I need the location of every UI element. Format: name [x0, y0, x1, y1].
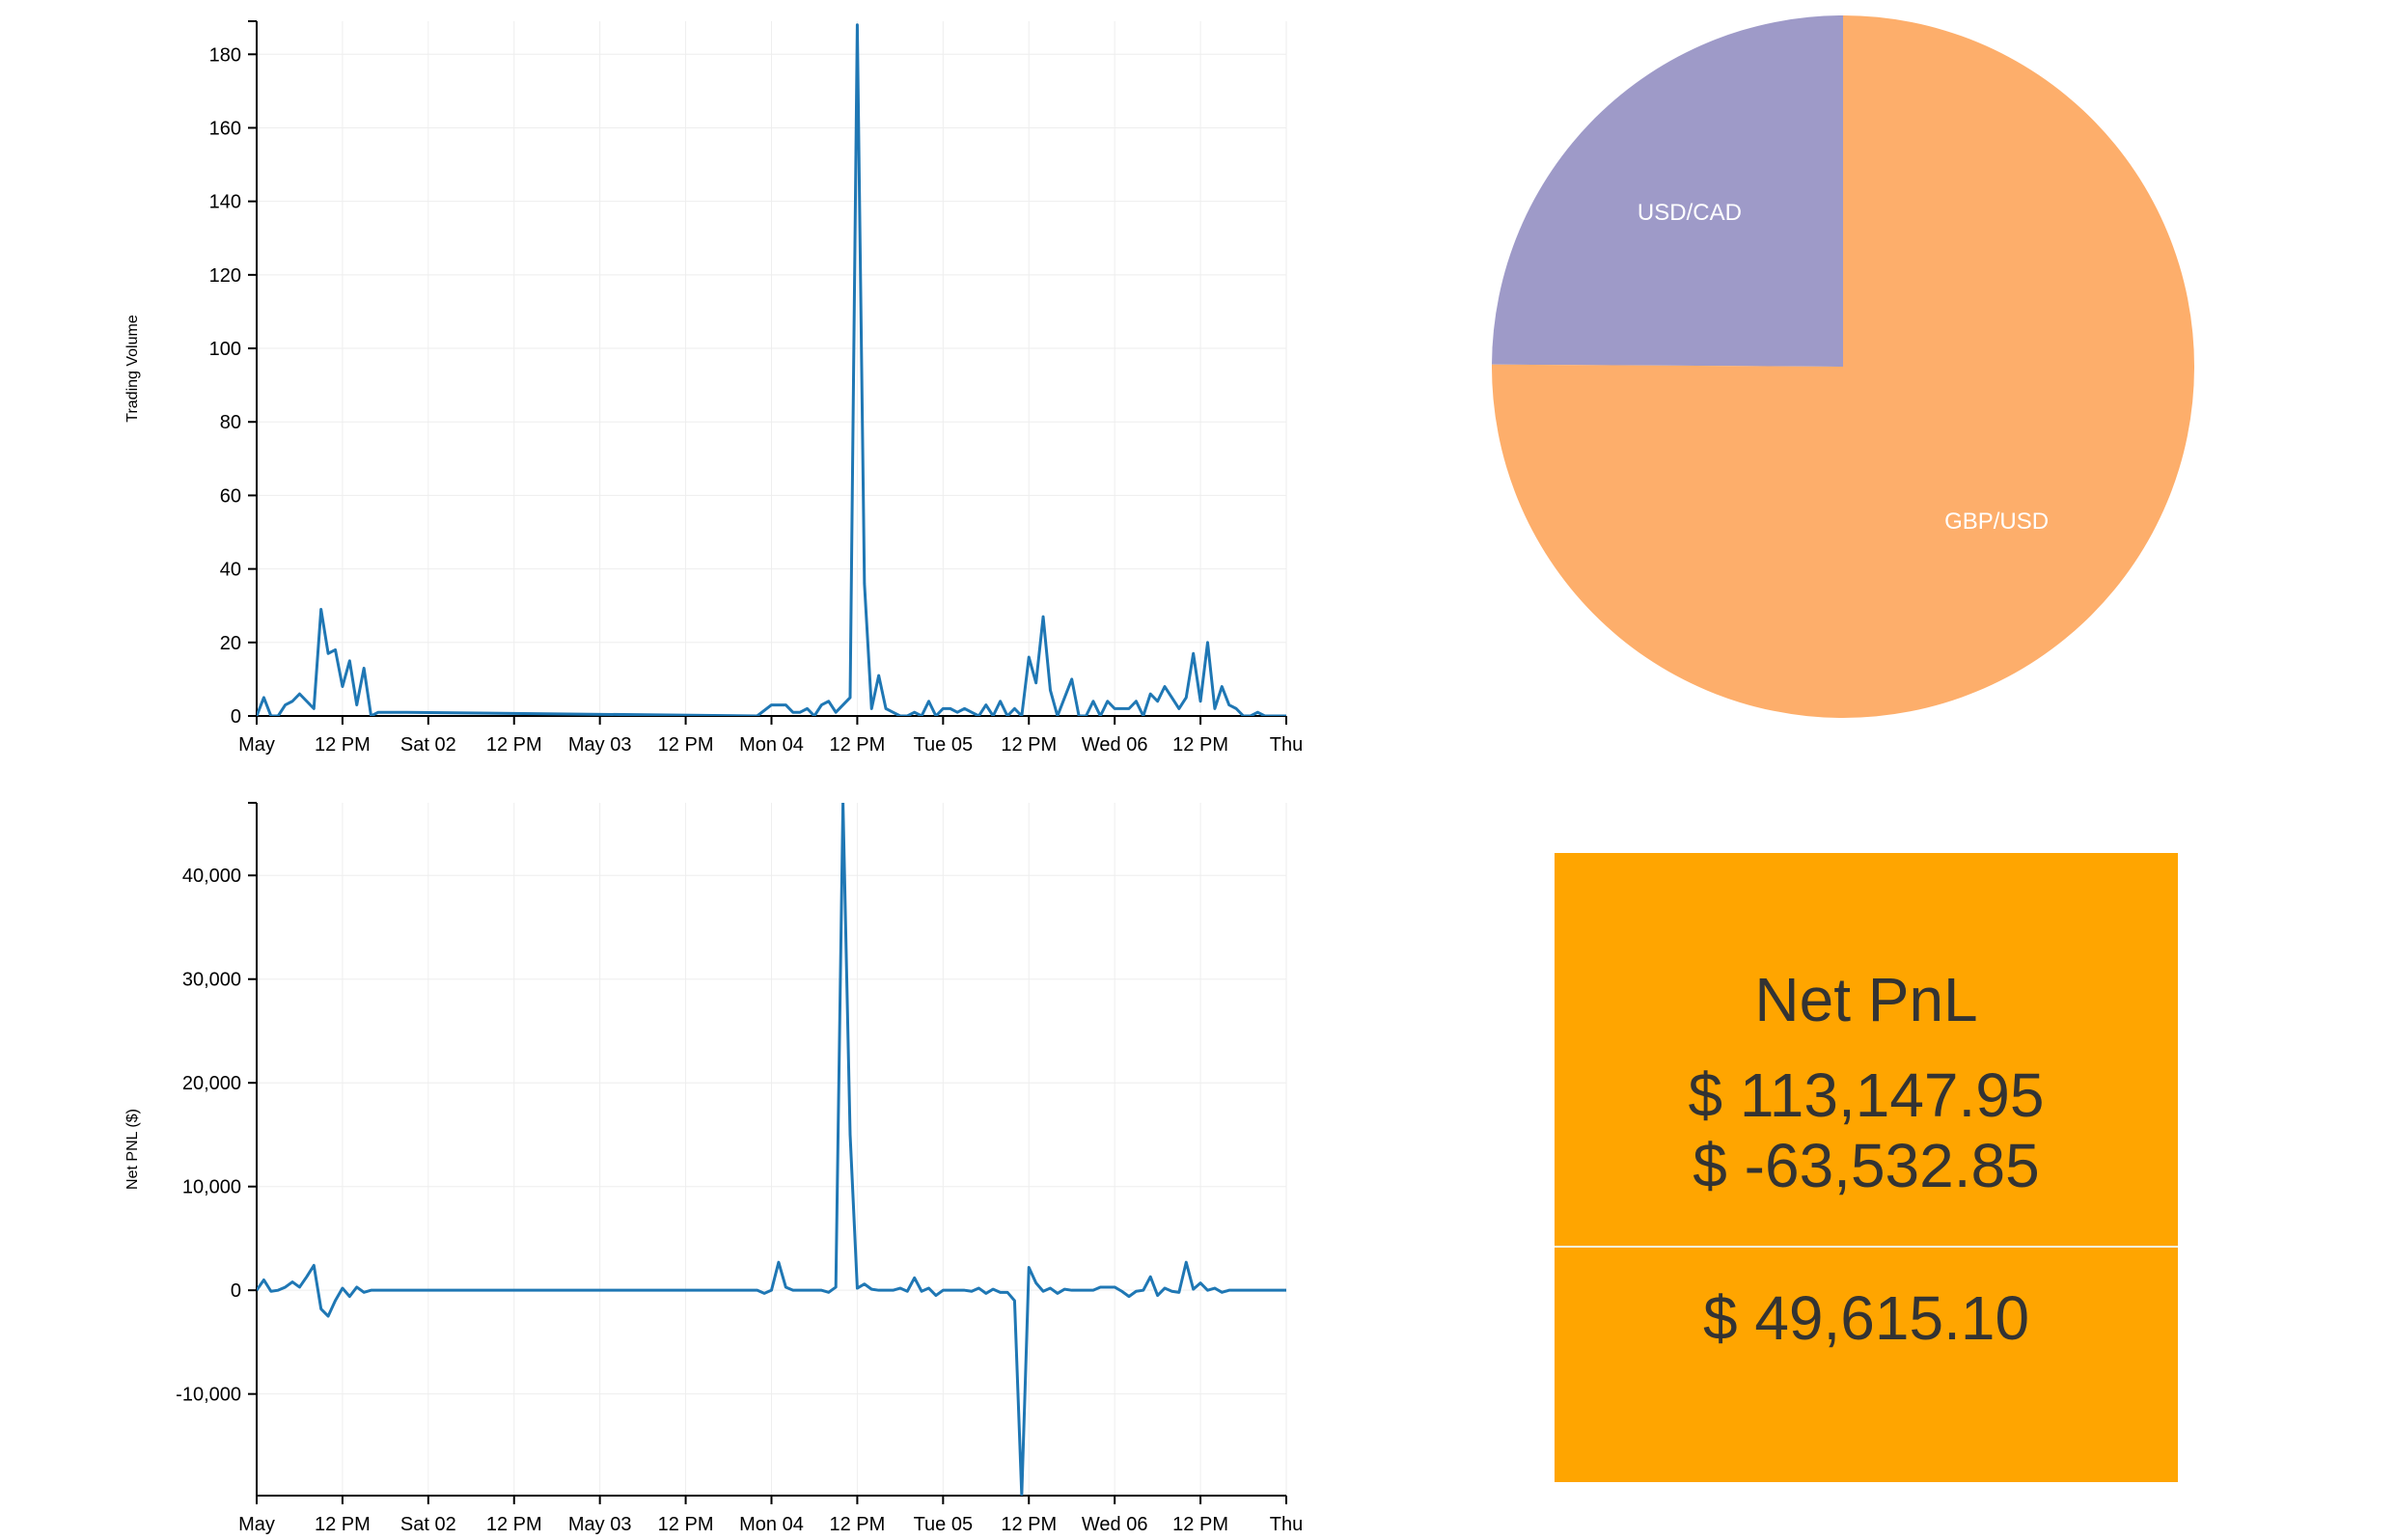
- net-pnl-title: Net PnL: [1754, 965, 1978, 1034]
- x-tick-label: 12 PM: [1001, 734, 1057, 756]
- x-tick-label: 12 PM: [830, 1514, 886, 1535]
- card-divider: [1555, 1246, 2178, 1248]
- x-tick-label: Wed 06: [1082, 1514, 1148, 1535]
- y-tick-label: 160: [209, 118, 241, 139]
- currency-pair-pie-chart: USD/CAD GBP/USD: [1492, 15, 2195, 718]
- x-tick-label: 12 PM: [486, 734, 542, 756]
- x-tick-label: Wed 06: [1082, 734, 1148, 756]
- y-tick-label: 60: [220, 485, 241, 507]
- y-axis-label: Trading Volume: [124, 315, 141, 423]
- series-line: [257, 23, 1286, 716]
- net-pnl-value: $ 49,615.10: [1702, 1283, 2030, 1353]
- net-pnl-card: Net PnL $ 113,147.95 $ -63,532.85 $ 49,6…: [1555, 853, 2178, 1482]
- trading-volume-chart: 0 20 40 60 80 100 120 140 160 180 May 12 PM Sat 02 12…: [124, 20, 1303, 756]
- x-tick-label: May 03: [568, 1514, 632, 1535]
- x-tick-label: May: [238, 1514, 275, 1535]
- y-tick-label: 40,000: [182, 866, 241, 887]
- y-tick-label: 100: [209, 339, 241, 360]
- x-tick-label: 12 PM: [486, 1514, 542, 1535]
- series-line: [257, 803, 1286, 1496]
- y-tick-label: -10,000: [176, 1385, 241, 1406]
- x-tick-label: Tue 05: [914, 1514, 974, 1535]
- x-tick-label: Mon 04: [739, 734, 804, 756]
- x-tick-label: 12 PM: [830, 734, 886, 756]
- x-tick-label: 12 PM: [315, 734, 371, 756]
- x-tick-label: Tue 05: [914, 734, 974, 756]
- pie-slice-label: GBP/USD: [1944, 509, 2049, 535]
- x-tick-label: Thu: [1270, 734, 1303, 756]
- gain-value: $ 113,147.95: [1688, 1060, 2045, 1130]
- x-tick-label: 12 PM: [658, 734, 714, 756]
- net-pnl-breakdown: Net PnL $ 113,147.95 $ -63,532.85: [1555, 853, 2178, 1247]
- x-tick-label: Thu: [1270, 1514, 1303, 1535]
- y-tick-label: 0: [231, 706, 241, 728]
- pie-slice-usd-cad: [1492, 15, 1843, 367]
- y-axis-label: Net PNL ($): [124, 1109, 141, 1190]
- loss-value: $ -63,532.85: [1693, 1131, 2040, 1200]
- y-tick-label: 120: [209, 265, 241, 287]
- x-tick-label: Sat 02: [400, 1514, 456, 1535]
- y-tick-label: 180: [209, 44, 241, 66]
- net-pnl-chart: -10,000 0 10,000 20,000 30,000 40,000 May 12 PM…: [124, 802, 1303, 1535]
- x-tick-label: May 03: [568, 734, 632, 756]
- y-tick-label: 30,000: [182, 970, 241, 991]
- y-tick-label: 10,000: [182, 1177, 241, 1198]
- x-tick-label: 12 PM: [1172, 1514, 1228, 1535]
- x-tick-label: 12 PM: [658, 1514, 714, 1535]
- y-tick-label: 80: [220, 412, 241, 433]
- y-tick-label: 20,000: [182, 1073, 241, 1094]
- y-tick-label: 140: [209, 192, 241, 213]
- y-tick-label: 0: [231, 1280, 241, 1302]
- y-tick-label: 40: [220, 560, 241, 581]
- x-tick-label: 12 PM: [1001, 1514, 1057, 1535]
- y-tick-label: 20: [220, 633, 241, 654]
- pie-slice-gbp-usd: [1492, 15, 2195, 718]
- x-tick-label: Sat 02: [400, 734, 456, 756]
- x-tick-label: Mon 04: [739, 1514, 804, 1535]
- x-tick-label: 12 PM: [1172, 734, 1228, 756]
- x-tick-label: May: [238, 734, 275, 756]
- pie-slice-label: USD/CAD: [1638, 200, 1742, 226]
- x-tick-label: 12 PM: [315, 1514, 371, 1535]
